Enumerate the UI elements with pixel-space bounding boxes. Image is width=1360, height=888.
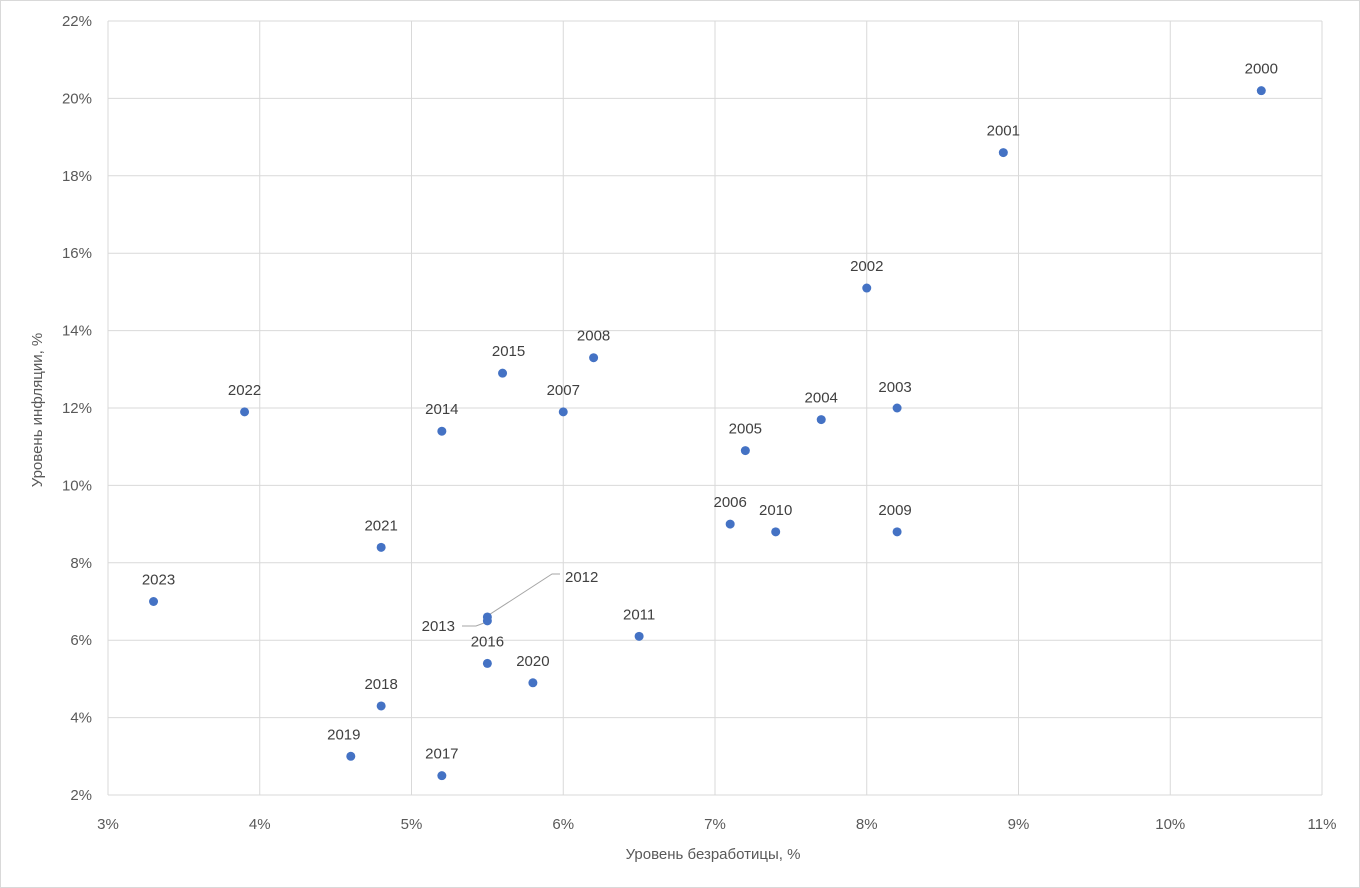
data-label-2012: 2012 bbox=[565, 569, 598, 586]
data-label-2017: 2017 bbox=[425, 746, 458, 763]
data-label-2010: 2010 bbox=[759, 502, 792, 519]
x-tick-label: 3% bbox=[97, 816, 119, 833]
x-tick-label: 6% bbox=[552, 816, 574, 833]
data-point-2019 bbox=[346, 751, 356, 761]
data-point-2013 bbox=[482, 616, 492, 626]
x-tick-label: 9% bbox=[1008, 816, 1030, 833]
x-tick-label: 10% bbox=[1155, 816, 1185, 833]
data-label-2006: 2006 bbox=[713, 494, 746, 511]
x-tick-label: 4% bbox=[249, 816, 271, 833]
data-point-2002 bbox=[862, 283, 872, 293]
data-label-2001: 2001 bbox=[987, 123, 1020, 140]
leader-line-2012 bbox=[490, 573, 560, 615]
data-label-2022: 2022 bbox=[228, 382, 261, 399]
data-point-2020 bbox=[528, 678, 538, 688]
data-point-2021 bbox=[376, 542, 386, 552]
data-point-2010 bbox=[771, 527, 781, 537]
y-tick-label: 18% bbox=[62, 168, 92, 185]
point-layer bbox=[149, 86, 1266, 781]
y-tick-label: 6% bbox=[70, 632, 92, 649]
data-point-2007 bbox=[558, 407, 568, 417]
y-tick-label: 10% bbox=[62, 477, 92, 494]
data-point-2006 bbox=[725, 519, 735, 529]
data-label-2013: 2013 bbox=[422, 618, 455, 635]
data-point-2018 bbox=[376, 701, 386, 711]
data-label-2019: 2019 bbox=[327, 726, 360, 743]
data-point-2009 bbox=[892, 527, 902, 537]
data-point-2016 bbox=[482, 658, 492, 668]
data-point-2008 bbox=[589, 353, 599, 363]
data-label-2011: 2011 bbox=[623, 606, 655, 623]
y-tick-label: 14% bbox=[62, 323, 92, 340]
data-label-2005: 2005 bbox=[729, 421, 762, 438]
data-label-2018: 2018 bbox=[364, 676, 397, 693]
data-label-2000: 2000 bbox=[1245, 61, 1278, 78]
leader-layer bbox=[462, 573, 560, 627]
data-point-2003 bbox=[892, 403, 902, 413]
y-tick-label: 2% bbox=[70, 787, 92, 804]
data-point-2014 bbox=[437, 426, 447, 436]
data-label-2023: 2023 bbox=[142, 572, 175, 589]
data-label-2021: 2021 bbox=[364, 517, 397, 534]
data-point-2023 bbox=[149, 597, 159, 606]
data-label-2014: 2014 bbox=[425, 401, 458, 418]
data-label-2009: 2009 bbox=[878, 502, 911, 519]
data-point-2000 bbox=[1256, 86, 1266, 96]
y-tick-label: 4% bbox=[70, 710, 92, 727]
grid-layer bbox=[107, 20, 1323, 796]
y-axis-title: Уровень инфляции, % bbox=[29, 333, 46, 488]
data-label-2007: 2007 bbox=[547, 382, 580, 399]
y-tick-label: 12% bbox=[62, 400, 92, 417]
data-label-2016: 2016 bbox=[471, 633, 504, 650]
data-label-2003: 2003 bbox=[878, 379, 911, 396]
data-label-2004: 2004 bbox=[805, 390, 838, 407]
data-point-2017 bbox=[437, 771, 447, 781]
data-label-2020: 2020 bbox=[516, 653, 549, 670]
data-point-2015 bbox=[498, 368, 508, 378]
y-tick-label: 20% bbox=[62, 90, 92, 107]
data-label-2008: 2008 bbox=[577, 328, 610, 345]
tick-layer: 3% 4% 5% 6% 7% 8% 9% 10% 11% 2% 4% 6% 8% 10% 12% 14% 16%… bbox=[62, 13, 1336, 833]
x-tick-label: 7% bbox=[704, 816, 726, 833]
data-point-2011 bbox=[634, 631, 644, 641]
data-label-2002: 2002 bbox=[850, 258, 883, 275]
x-tick-label: 5% bbox=[401, 816, 423, 833]
x-axis-title: Уровень безработицы, % bbox=[626, 846, 801, 863]
label-layer: 2000 2001 2002 2003 2004 2005 2006 2007 2008 2009… bbox=[142, 61, 1278, 763]
y-tick-label: 16% bbox=[62, 245, 92, 262]
data-point-2001 bbox=[998, 148, 1008, 158]
y-tick-label: 8% bbox=[70, 555, 92, 572]
leader-line-2013 bbox=[462, 622, 485, 627]
data-point-2022 bbox=[240, 407, 250, 417]
y-tick-label: 22% bbox=[62, 13, 92, 30]
x-tick-label: 11% bbox=[1308, 816, 1337, 833]
x-tick-label: 8% bbox=[856, 816, 878, 833]
data-point-2004 bbox=[816, 415, 826, 425]
data-point-2005 bbox=[740, 446, 750, 456]
data-label-2015: 2015 bbox=[492, 343, 525, 360]
